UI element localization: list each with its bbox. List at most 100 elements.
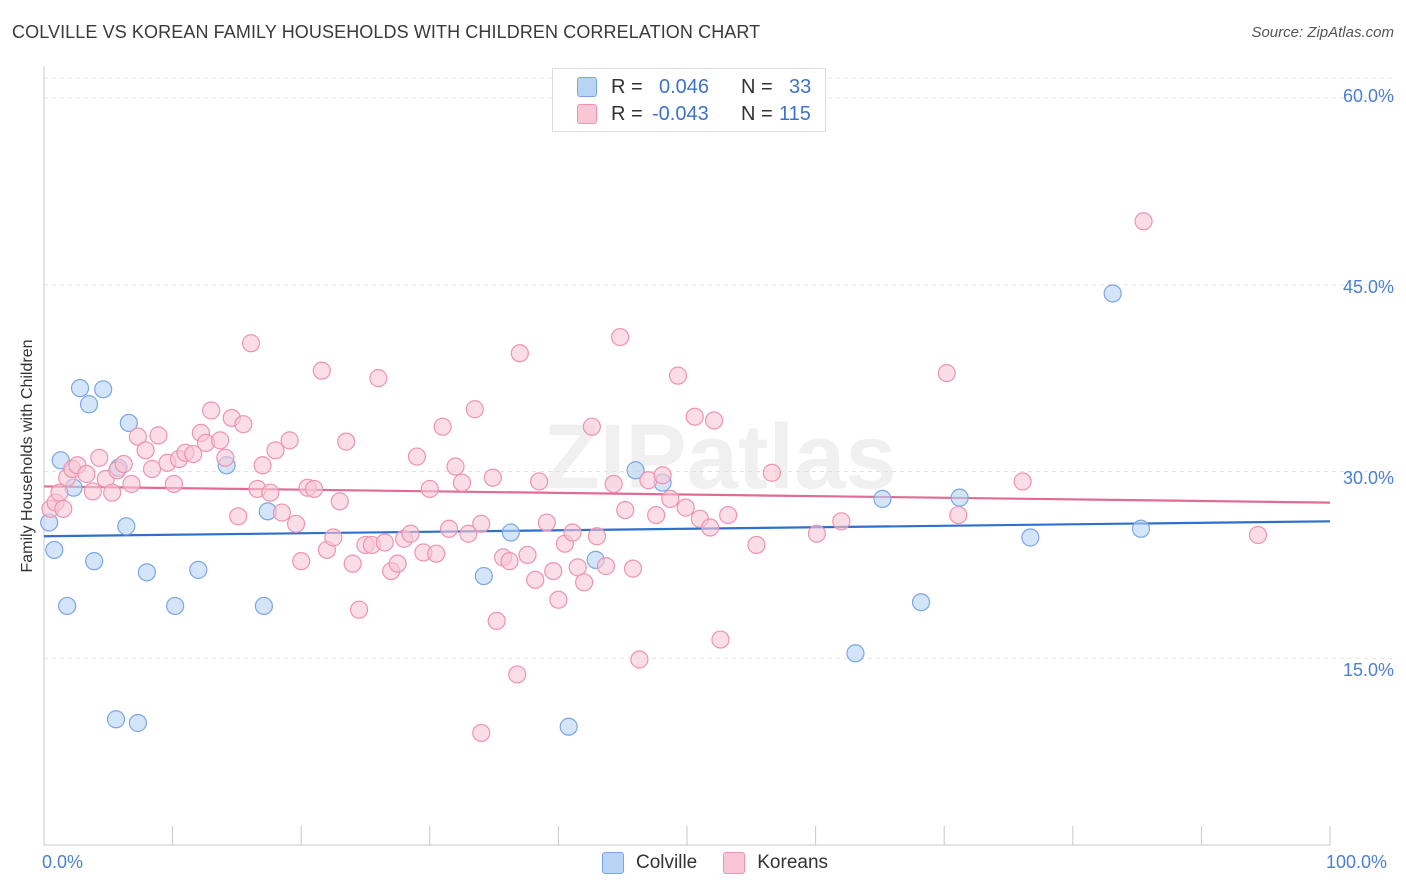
point-koreans <box>77 464 96 484</box>
point-colville <box>1021 528 1040 547</box>
point-koreans <box>241 334 261 353</box>
point-koreans <box>253 456 272 475</box>
source-credit: Source: ZipAtlas.com <box>1251 24 1394 41</box>
data-points <box>40 212 1268 743</box>
point-koreans <box>216 448 235 467</box>
point-colville <box>166 596 185 616</box>
point-colville <box>254 596 274 616</box>
point-koreans <box>604 474 623 494</box>
point-koreans <box>582 417 601 436</box>
point-colville <box>474 566 493 586</box>
point-koreans <box>439 519 459 538</box>
point-colville <box>94 380 113 399</box>
point-koreans <box>142 459 162 479</box>
point-koreans <box>149 426 168 445</box>
legend-row-koreans: R = -0.043 N = 115 <box>577 102 811 126</box>
point-koreans <box>1134 212 1153 231</box>
point-koreans <box>388 554 407 573</box>
point-koreans <box>83 482 102 501</box>
legend-label-colville: Colville <box>636 852 698 873</box>
point-koreans <box>630 650 649 669</box>
point-koreans <box>500 552 519 571</box>
point-colville <box>559 717 578 736</box>
point-koreans <box>704 411 724 430</box>
point-koreans <box>1013 472 1032 491</box>
legend-r-label: R = <box>611 75 643 98</box>
point-koreans <box>292 552 311 571</box>
legend-swatch-koreans <box>577 104 597 124</box>
point-colville <box>70 378 90 398</box>
point-koreans <box>128 427 147 446</box>
legend-swatch-colville <box>602 852 624 874</box>
point-colville <box>189 560 208 579</box>
legend-n-value-colville: 33 <box>789 75 812 98</box>
point-koreans <box>832 512 851 531</box>
point-koreans <box>949 505 968 525</box>
point-koreans <box>312 361 331 380</box>
gridlines <box>44 77 1392 659</box>
point-koreans <box>544 561 563 581</box>
point-koreans <box>136 441 155 460</box>
point-colville <box>137 563 156 582</box>
point-koreans <box>575 573 594 592</box>
legend-r-label: R = <box>611 102 643 125</box>
point-koreans <box>510 344 529 363</box>
point-colville <box>911 593 931 612</box>
point-koreans <box>549 590 568 609</box>
point-koreans <box>286 514 306 533</box>
point-koreans <box>90 448 109 467</box>
point-koreans <box>433 417 452 436</box>
point-koreans <box>272 503 292 522</box>
point-koreans <box>647 505 666 525</box>
point-koreans <box>596 557 616 576</box>
point-koreans <box>472 514 491 533</box>
point-colville <box>501 523 520 542</box>
axes <box>43 66 1331 846</box>
point-koreans <box>375 533 394 552</box>
point-koreans <box>711 630 730 649</box>
point-koreans <box>483 468 502 487</box>
legend-n-label: N = <box>741 102 773 125</box>
point-koreans <box>54 499 73 518</box>
legend-item-koreans: Koreans <box>723 852 828 874</box>
point-koreans <box>420 479 439 499</box>
point-koreans <box>807 524 826 543</box>
y-tick-label-60: 60.0% <box>1342 86 1394 106</box>
legend-row-colville: R = 0.046 N = 33 <box>577 75 811 99</box>
point-koreans <box>701 518 720 537</box>
point-koreans <box>563 523 582 542</box>
point-koreans <box>937 364 956 383</box>
point-koreans <box>304 479 324 499</box>
point-koreans <box>337 432 356 451</box>
point-koreans <box>103 483 122 502</box>
point-koreans <box>202 401 221 420</box>
point-koreans <box>114 454 133 474</box>
point-koreans <box>459 524 478 543</box>
trend-line-colville <box>43 520 1331 538</box>
point-koreans <box>668 366 688 385</box>
point-koreans <box>465 400 484 419</box>
point-colville <box>950 488 969 507</box>
legend-r-value-colville: 0.046 <box>659 75 710 98</box>
point-koreans <box>487 611 506 631</box>
y-tick-label-15: 15.0% <box>1342 660 1394 680</box>
point-koreans <box>427 544 446 563</box>
x-tick-label-min: 0.0% <box>42 852 84 872</box>
point-koreans <box>401 524 420 543</box>
point-koreans <box>369 369 388 388</box>
point-koreans <box>747 535 766 555</box>
point-koreans <box>616 500 635 520</box>
point-koreans <box>530 472 549 491</box>
point-koreans <box>611 327 630 347</box>
point-koreans <box>587 527 607 546</box>
point-colville <box>117 517 136 536</box>
point-koreans <box>266 441 285 460</box>
point-colville <box>873 489 892 508</box>
point-colville <box>106 710 126 729</box>
point-colville <box>119 413 138 433</box>
chart-title: COLVILLE VS KOREAN FAMILY HOUSEHOLDS WIT… <box>12 22 761 42</box>
legend-item-colville: Colville <box>602 852 697 874</box>
point-colville <box>85 552 104 571</box>
point-colville <box>45 540 64 560</box>
point-koreans <box>526 570 545 589</box>
